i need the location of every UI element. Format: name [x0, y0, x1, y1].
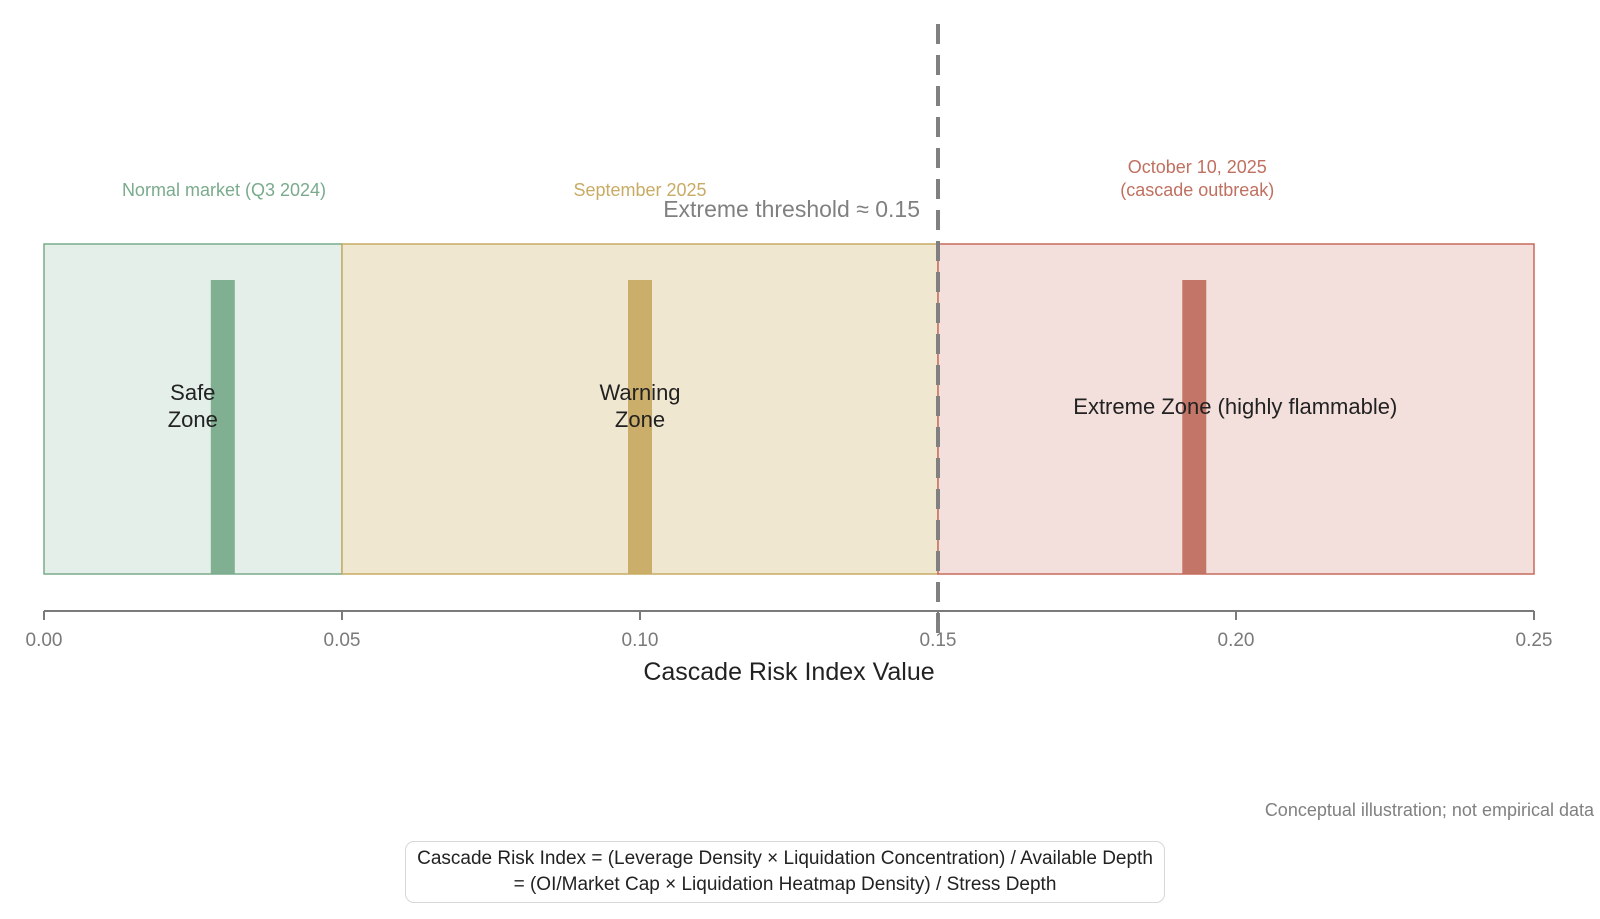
- zone-2-band: [937, 243, 1535, 575]
- formula-line-2: = (OI/Market Cap × Liquidation Heatmap D…: [513, 874, 1057, 895]
- zone-0-band: [43, 243, 343, 575]
- threshold-label: Extreme threshold ≈ 0.15: [663, 196, 920, 222]
- marker-bar-2: [1182, 280, 1207, 574]
- x-tick-label-0: 0.00: [26, 630, 63, 651]
- zone-label-1: Warning Zone: [599, 380, 680, 432]
- formula-line-1: Cascade Risk Index = (Leverage Density ×…: [417, 848, 1153, 869]
- footnote: Conceptual illustration; not empirical d…: [1264, 800, 1594, 820]
- x-tick-label-4: 0.20: [1218, 630, 1255, 651]
- zone-label-2: Extreme Zone (highly flammable): [1073, 394, 1397, 419]
- marker-bar-0: [210, 280, 235, 574]
- x-axis: 0.00 0.05 0.10 0.15 0.20 0.25: [26, 610, 1553, 651]
- period-label-2: October 10, 2025 (cascade outbreak): [1120, 157, 1274, 200]
- x-tick-label-1: 0.05: [324, 630, 361, 651]
- formula-box: Cascade Risk Index = (Leverage Density ×…: [405, 841, 1165, 903]
- x-tick-label-2: 0.10: [622, 630, 659, 651]
- threshold-layer: Extreme threshold ≈ 0.15: [663, 24, 940, 640]
- period-label-0: Normal market (Q3 2024): [122, 180, 326, 200]
- x-tick-label-5: 0.25: [1516, 630, 1553, 651]
- zone-label-0: Safe Zone: [168, 380, 218, 432]
- x-tick-label-3: 0.15: [920, 630, 957, 651]
- labels-layer: Safe Zone Warning Zone Extreme Zone (highly …: [122, 157, 1397, 432]
- period-label-1: September 2025: [573, 180, 706, 200]
- x-axis-title: Cascade Risk Index Value: [643, 658, 934, 686]
- markers-layer: [210, 280, 1207, 574]
- marker-bar-1: [628, 280, 652, 574]
